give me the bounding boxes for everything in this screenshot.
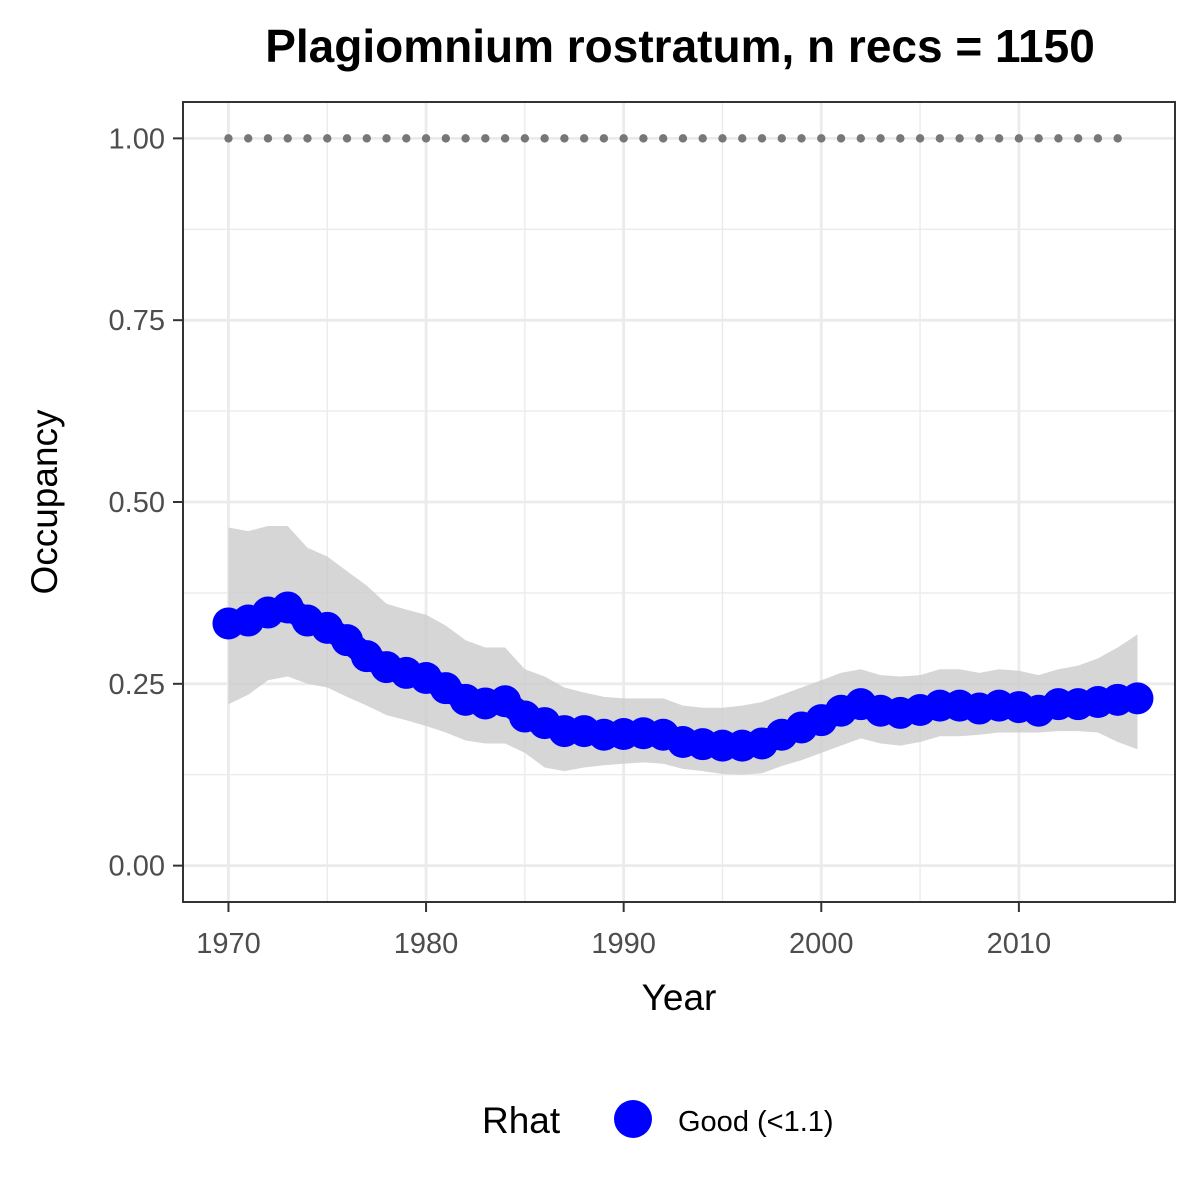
legend: Rhat Good (<1.1) (482, 1100, 834, 1141)
chart-title: Plagiomnium rostratum, n recs = 1150 (265, 20, 1095, 72)
reference-point (777, 134, 786, 143)
reference-point (1014, 134, 1024, 143)
reference-point (718, 134, 727, 143)
x-tick-label: 2010 (987, 928, 1052, 960)
y-axis-ticks: 0.00 0.25 0.50 0.75 1.00 (109, 123, 183, 883)
reference-point (678, 134, 688, 143)
x-tick-label: 1970 (196, 928, 261, 960)
reference-point (658, 134, 668, 143)
reference-point (540, 134, 549, 143)
reference-point (836, 134, 846, 143)
reference-point (421, 134, 431, 143)
reference-point (342, 134, 352, 143)
occupancy-point (1121, 682, 1154, 715)
reference-point (1093, 134, 1103, 143)
y-tick-label: 0.25 (109, 669, 165, 701)
reference-point (876, 134, 885, 143)
y-axis-title: Occupancy (24, 409, 65, 595)
y-tick-label: 1.00 (109, 123, 165, 155)
reference-point (382, 134, 391, 143)
reference-point (520, 134, 530, 143)
reference-point (915, 134, 925, 143)
reference-point (283, 134, 292, 143)
reference-point (738, 134, 747, 143)
x-tick-label: 1990 (591, 928, 656, 960)
reference-point (599, 134, 609, 143)
reference-point (856, 134, 866, 143)
reference-point (698, 134, 707, 143)
reference-point (402, 134, 411, 143)
reference-point (303, 134, 312, 143)
reference-point (461, 134, 470, 143)
x-axis-ticks: 1970 1980 1990 2000 2010 (196, 902, 1051, 960)
legend-key-good (614, 1100, 652, 1138)
y-tick-label: 0.50 (109, 487, 165, 519)
reference-point (619, 134, 628, 143)
reference-point (975, 134, 984, 143)
reference-point (441, 134, 451, 143)
x-axis-title: Year (642, 977, 717, 1018)
reference-point (1113, 134, 1122, 143)
y-tick-label: 0.00 (109, 851, 165, 883)
reference-point (560, 134, 569, 143)
reference-line-points (224, 134, 1122, 143)
reference-point (362, 134, 371, 143)
reference-point (1034, 134, 1043, 143)
reference-point (935, 134, 945, 143)
reference-point (263, 134, 273, 143)
occupancy-points (212, 591, 1154, 762)
x-tick-label: 2000 (789, 928, 854, 960)
reference-point (1073, 134, 1083, 143)
reference-point (639, 134, 648, 143)
reference-point (994, 134, 1004, 143)
reference-point (481, 134, 490, 143)
reference-point (579, 134, 589, 143)
reference-point (224, 134, 233, 143)
reference-point (244, 134, 253, 143)
reference-point (757, 134, 767, 143)
legend-title: Rhat (482, 1100, 561, 1141)
reference-point (896, 134, 905, 143)
legend-label-good: Good (<1.1) (678, 1106, 834, 1138)
plot-panel (182, 101, 1176, 903)
reference-point (500, 134, 510, 143)
reference-point (955, 134, 964, 143)
x-tick-label: 1980 (394, 928, 459, 960)
reference-point (1054, 134, 1063, 143)
y-tick-label: 0.75 (109, 305, 165, 337)
reference-point (323, 134, 332, 143)
reference-point (797, 134, 806, 143)
reference-point (817, 134, 826, 143)
